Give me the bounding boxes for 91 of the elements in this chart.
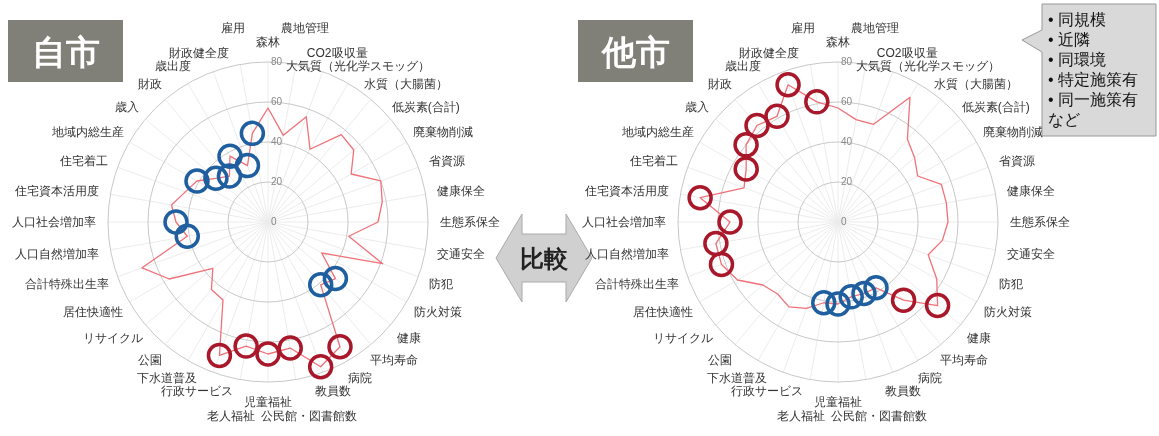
spoke-label: 省資源 xyxy=(428,153,465,168)
spoke-label: 人口自然増加率 xyxy=(585,246,670,261)
spoke-label: 生態系保全 xyxy=(1010,215,1070,230)
y-tick-label: 20 xyxy=(271,176,283,187)
text: • 同一施策有 xyxy=(1048,91,1139,108)
spoke-label: 財政健全度 xyxy=(738,46,799,61)
y-tick-label: 60 xyxy=(841,96,853,107)
spoke-label: 廃棄物削減 xyxy=(982,125,1043,140)
spoke-label: 森林 xyxy=(826,35,850,50)
spoke-label: 住宅資本活用度 xyxy=(584,184,670,199)
spoke-label: 生態系保全 xyxy=(440,215,500,230)
spoke-label: 大気質（光化学スモッグ） xyxy=(856,59,1000,74)
spoke-label: 居住快適性 xyxy=(633,305,694,320)
spoke-label: 健康 xyxy=(396,331,421,346)
spoke-label: 公園 xyxy=(137,353,162,368)
spoke-label: 大気質（光化学スモッグ） xyxy=(286,59,430,74)
spoke-label: CO2吸収量 xyxy=(876,46,938,61)
spoke-label: 平均寿命 xyxy=(939,353,988,368)
spoke-label: 水質（大腸菌） xyxy=(933,77,1018,92)
spoke-label: 交通安全 xyxy=(437,246,486,261)
text: • 特定施策有 xyxy=(1048,71,1139,88)
spoke-label: 低炭素(合計) xyxy=(391,99,460,114)
spoke-label: リサイクル xyxy=(83,331,144,346)
spoke-label: 省資源 xyxy=(998,153,1035,168)
spoke-label: 老人福祉 xyxy=(777,409,826,424)
spoke-label: 財政健全度 xyxy=(168,46,229,61)
spoke-label: 農地管理 xyxy=(280,21,329,36)
spoke-label: 防犯 xyxy=(998,276,1023,291)
spoke-label: 雇用 xyxy=(791,21,816,36)
spoke-label: 健康保全 xyxy=(1007,184,1056,199)
spoke-label: 健康 xyxy=(966,331,991,346)
y-tick-label: 80 xyxy=(841,56,853,67)
spoke-label: 雇用 xyxy=(221,21,246,36)
text: 比較 xyxy=(520,245,569,272)
spoke-label: 歳入 xyxy=(685,99,710,114)
spoke-label: 住宅着工 xyxy=(58,153,108,168)
spoke-label: 教員数 xyxy=(884,384,921,399)
spoke-label: 公園 xyxy=(707,353,732,368)
spoke-label: リサイクル xyxy=(653,331,714,346)
spoke-label: 交通安全 xyxy=(1007,246,1056,261)
text: • 同規模 xyxy=(1048,11,1107,28)
text: • 近隣 xyxy=(1048,31,1091,48)
y-tick-label: 20 xyxy=(841,176,853,187)
spoke-label: 森林 xyxy=(256,35,280,50)
spoke-label: 人口自然増加率 xyxy=(15,246,100,261)
spoke-label: 合計特殊出生率 xyxy=(594,276,679,291)
spoke-label: 住宅資本活用度 xyxy=(14,184,100,199)
spoke-label: 地域内総生産 xyxy=(50,125,124,140)
spoke-label: 財政 xyxy=(707,77,732,92)
spoke-label: 公民館・図書館数 xyxy=(831,409,928,424)
spoke-label: 水質（大腸菌） xyxy=(363,77,448,92)
spoke-label: 公民館・図書館数 xyxy=(261,409,358,424)
spoke-label: 低炭素(合計) xyxy=(961,99,1030,114)
spoke-label: 教員数 xyxy=(314,384,351,399)
spoke-label: 農地管理 xyxy=(850,21,899,36)
spoke-label: 廃棄物削減 xyxy=(412,125,473,140)
y-tick-label: 0 xyxy=(271,216,277,227)
spoke-label: 合計特殊出生率 xyxy=(24,276,109,291)
spoke-label: 健康保全 xyxy=(437,184,486,199)
chart-title: 他市 xyxy=(600,33,670,71)
spoke-label: 下水道普及 xyxy=(707,371,767,386)
spoke-label: 下水道普及 xyxy=(137,371,197,386)
y-tick-label: 40 xyxy=(841,136,853,147)
spoke-label: 地域内総生産 xyxy=(620,125,694,140)
y-tick-label: 0 xyxy=(841,216,847,227)
spoke-label: 児童福祉 xyxy=(244,395,292,410)
text: など xyxy=(1048,111,1080,128)
spoke-label: 行政サービス xyxy=(160,384,233,399)
spoke-label: 病院 xyxy=(918,371,942,386)
spoke-label: 居住快適性 xyxy=(63,305,124,320)
spoke-label: 病院 xyxy=(348,371,372,386)
spoke-label: CO2吸収量 xyxy=(306,46,368,61)
y-tick-label: 60 xyxy=(271,96,283,107)
spoke-label: 平均寿命 xyxy=(369,353,418,368)
text: • 同環境 xyxy=(1048,51,1107,68)
y-tick-label: 40 xyxy=(271,136,283,147)
spoke-label: 防犯 xyxy=(428,276,453,291)
y-tick-label: 80 xyxy=(271,56,283,67)
spoke-label: 人口社会増加率 xyxy=(12,215,96,230)
spoke-label: 人口社会増加率 xyxy=(582,215,666,230)
spoke-label: 歳入 xyxy=(115,99,140,114)
spoke-label: 老人福祉 xyxy=(207,409,256,424)
spoke-label: 防火対策 xyxy=(983,305,1032,320)
spoke-label: 財政 xyxy=(137,77,162,92)
spoke-label: 児童福祉 xyxy=(814,395,862,410)
spoke-label: 防火対策 xyxy=(413,305,462,320)
spoke-label: 歳出度 xyxy=(155,59,191,74)
spoke-label: 行政サービス xyxy=(730,384,803,399)
spoke-label: 歳出度 xyxy=(725,59,761,74)
spoke-label: 住宅着工 xyxy=(628,153,678,168)
chart-title: 自市 xyxy=(31,33,100,71)
